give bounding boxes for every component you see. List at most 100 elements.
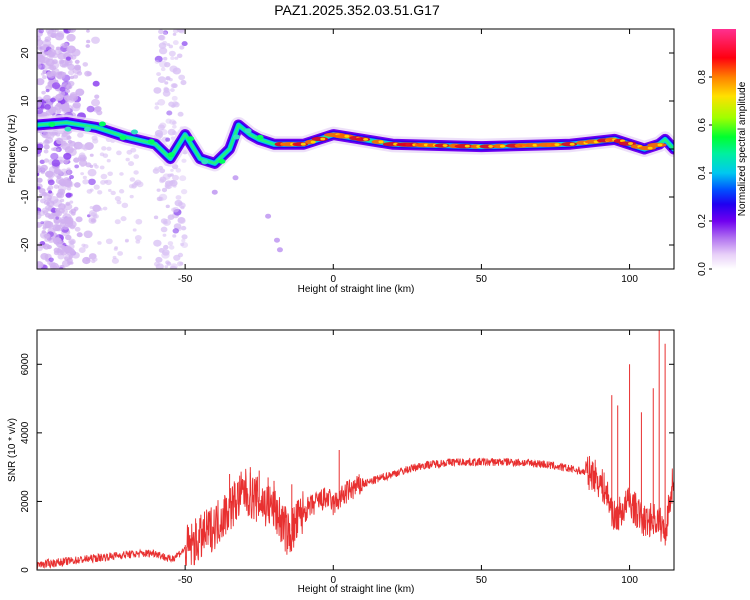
- spectrogram-noise: [50, 97, 56, 103]
- spectrogram-xtick-label: -50: [178, 274, 193, 285]
- spectrogram-noise: [63, 95, 71, 102]
- spectrogram-noise: [51, 68, 60, 75]
- snr-ytick-label: 2000: [20, 490, 31, 513]
- spectrogram-noise: [135, 218, 143, 225]
- snr-marks: [37, 330, 674, 570]
- spectrogram-noise: [156, 72, 161, 77]
- spectrogram-noise: [170, 263, 178, 269]
- spectrogram-noise: [50, 207, 57, 213]
- spectrogram-noise: [108, 188, 112, 192]
- spectrogram-noise: [37, 45, 44, 51]
- spectrogram-noise: [176, 53, 183, 58]
- spectrogram-noise: [61, 208, 68, 215]
- spectrogram-peak-core: [532, 143, 538, 147]
- spectrogram-noise: [38, 29, 44, 34]
- spectrogram-noise: [60, 140, 66, 145]
- spectrogram-noise: [74, 59, 80, 64]
- spectrogram-noise: [106, 146, 112, 151]
- spectrogram-noise: [165, 137, 171, 142]
- spectrogram-noise: [172, 67, 181, 75]
- spectrogram-noise: [68, 29, 74, 33]
- spectrogram-noise: [53, 218, 61, 225]
- spectrogram-noise: [69, 200, 74, 204]
- spectrogram-noise: [50, 152, 59, 160]
- spectrogram-noise: [43, 94, 51, 100]
- spectrogram-noise: [102, 206, 108, 211]
- spectrogram-noise: [61, 71, 67, 76]
- spectrogram-noise: [66, 33, 76, 42]
- spectrogram-peak-core: [344, 134, 350, 138]
- spectrogram-xtick-label: 100: [621, 274, 638, 285]
- spectrogram-noise: [91, 36, 100, 44]
- spectrogram-ytick-label: -10: [20, 189, 31, 204]
- spectrogram-noise: [89, 153, 94, 157]
- spectrogram-noise: [77, 132, 84, 138]
- spectrogram-noise: [98, 207, 103, 211]
- spectrogram-noise: [164, 182, 173, 189]
- spectrogram-noise: [74, 164, 80, 169]
- spectrogram-noise: [163, 86, 169, 92]
- spectrogram-noise: [82, 175, 87, 180]
- spectrogram-noise: [158, 29, 164, 35]
- spectrogram-noise: [51, 82, 61, 90]
- spectrogram-noise: [91, 98, 101, 107]
- spectrogram-noise: [89, 205, 94, 209]
- spectrogram-noise: [170, 56, 175, 60]
- spectrogram-noise: [179, 45, 185, 50]
- spectrogram-noise: [78, 247, 86, 253]
- spectrogram-noise: [40, 72, 45, 76]
- spectrogram-noise: [165, 76, 171, 81]
- spectrogram-noise: [129, 194, 134, 199]
- spectrogram-noise: [165, 204, 170, 209]
- spectrogram-peak: [131, 129, 139, 135]
- spectrogram-noise: [72, 66, 82, 75]
- spectrogram-noise: [37, 172, 40, 177]
- spectrogram-noise: [47, 48, 57, 57]
- spectrogram-noise: [156, 188, 161, 192]
- spectrogram-noise: [181, 41, 188, 47]
- spectrogram-noise: [161, 187, 168, 193]
- spectrogram-noise: [129, 177, 136, 182]
- spectrogram-noise: [85, 44, 91, 48]
- colorbar-label: Normalized spectral amplitude: [737, 81, 748, 216]
- spectrogram-noise: [53, 184, 59, 189]
- spectrogram-xlabel: Height of straight line (km): [298, 284, 415, 295]
- spectrogram-noise: [160, 218, 168, 224]
- spectrogram-noise: [79, 160, 85, 164]
- spectrogram-noise: [49, 196, 59, 204]
- spectrogram-noise: [125, 157, 130, 162]
- spectrogram-noise: [69, 175, 74, 180]
- spectrogram-noise: [94, 94, 100, 99]
- spectrogram-noise: [42, 75, 47, 80]
- spectrogram-noise: [61, 132, 68, 138]
- spectrogram-noise: [172, 40, 179, 46]
- spectrogram-noise: [153, 239, 162, 247]
- spectrogram-noise: [73, 147, 78, 151]
- spectrogram-noise: [45, 29, 54, 34]
- spectrogram-noise: [79, 143, 86, 150]
- spectrogram-noise: [160, 129, 168, 136]
- spectrogram-noise: [114, 219, 121, 225]
- spectrogram-noise: [37, 177, 43, 183]
- spectrogram-noise: [172, 234, 177, 238]
- spectrogram-noise: [44, 170, 54, 178]
- spectrogram-noise: [168, 50, 176, 57]
- spectrogram-noise: [55, 216, 60, 220]
- spectrogram-noise: [128, 161, 135, 167]
- spectrogram-noise: [55, 93, 64, 101]
- spectrogram-ytick-label: -20: [20, 237, 31, 252]
- spectrogram-noise: [37, 143, 44, 150]
- spectrogram-noise: [87, 168, 97, 177]
- spectrogram-noise: [132, 228, 137, 232]
- spectrogram-noise: [54, 29, 59, 33]
- spectrogram-axes: -50 0 50 100 -20 -10 0 10 20: [20, 29, 674, 285]
- spectrogram-noise: [83, 230, 93, 239]
- spectrogram-noise: [50, 131, 57, 137]
- spectrogram-noise: [60, 198, 65, 203]
- spectrogram-noise: [63, 177, 71, 184]
- spectrogram-noise: [155, 256, 163, 263]
- spectrogram-noise: [162, 31, 168, 35]
- spectrogram-peak-core: [378, 140, 384, 144]
- spectrogram-peak: [147, 139, 155, 145]
- spectrogram-noise: [51, 159, 61, 167]
